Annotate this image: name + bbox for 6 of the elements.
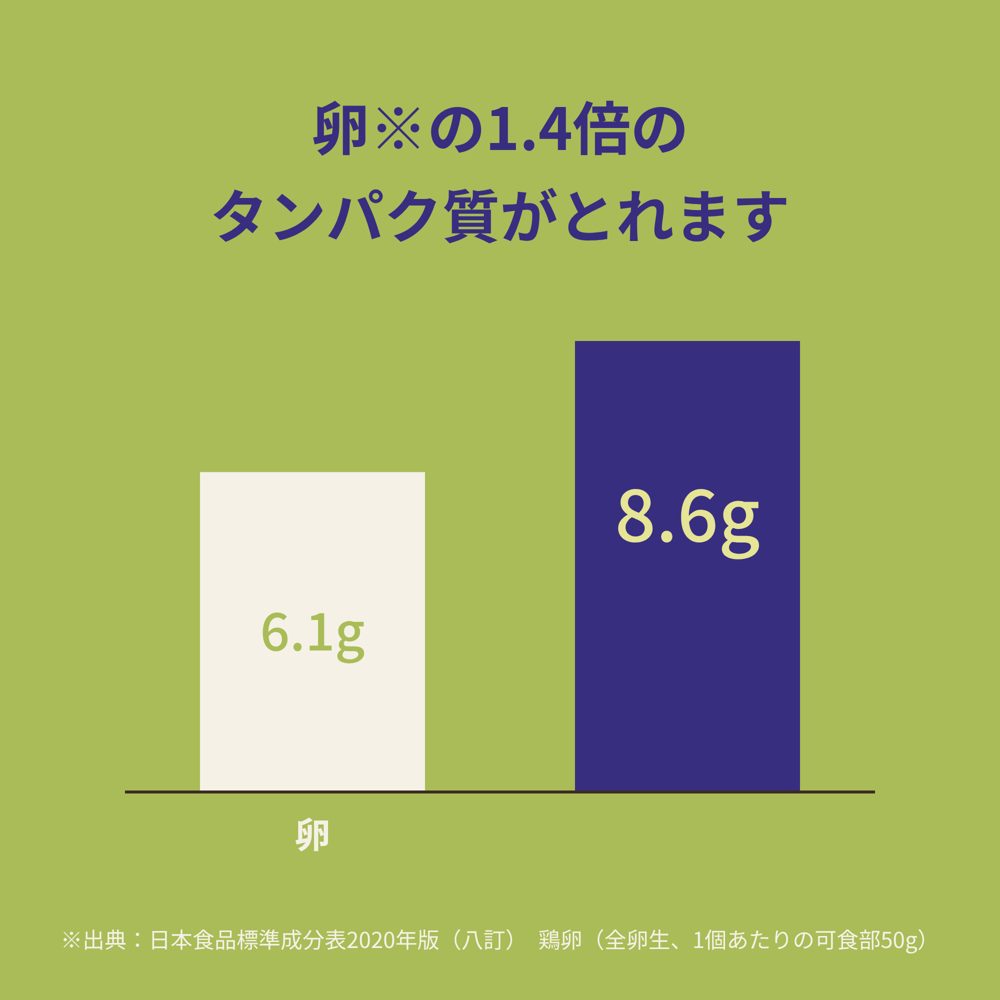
data-label: 6.1g bbox=[260, 590, 365, 666]
title: 卵※の1.4倍の bbox=[311, 83, 689, 167]
data-label: 8.6g bbox=[614, 458, 760, 563]
subtitle: タンパク質がとれます bbox=[210, 171, 790, 255]
annotation: ※出典：日本食品標準成分表2020年版（八訂） 鶏卵（全卵生、1個あたりの可食部50g） bbox=[60, 923, 940, 955]
x-tick-label: 卵 bbox=[294, 807, 330, 859]
